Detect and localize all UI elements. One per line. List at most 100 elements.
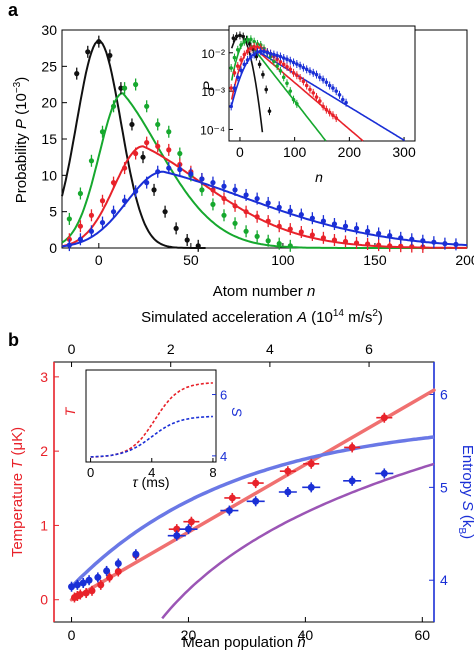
ai-point-black xyxy=(234,34,239,39)
ai-point-red xyxy=(291,71,296,75)
a-point-blue xyxy=(265,200,271,206)
a-point-blue xyxy=(276,204,282,210)
a-fit-black xyxy=(61,39,206,249)
ai-point-blue xyxy=(308,69,312,74)
ai-point-blue xyxy=(262,49,266,54)
a-point-blue xyxy=(376,230,382,237)
a-point-green xyxy=(77,190,84,197)
a-point-green xyxy=(133,81,139,88)
ai-point-blue xyxy=(275,53,279,58)
a-point-blue xyxy=(88,228,95,234)
b-temperature-point xyxy=(88,587,96,595)
panel-b-top-xlabel: Simulated acceleration A (1014 m/s2) xyxy=(141,308,383,326)
ai-point-green xyxy=(239,43,243,47)
inset-b-T-label: T xyxy=(62,406,78,416)
a-point-green xyxy=(99,129,106,135)
ai-point-red xyxy=(281,62,286,67)
ai-ytick-label: 10⁻² xyxy=(201,47,225,61)
ai-point-blue xyxy=(265,50,270,55)
panel-a-inset-ticks: 0 100 200 300 10⁻⁴ 10⁻³ 10⁻² xyxy=(200,47,416,160)
ai-point-red xyxy=(331,113,335,118)
ai-point-blue xyxy=(285,57,289,62)
a-point-red xyxy=(232,203,238,209)
a-point-green xyxy=(110,103,117,109)
b-temperature-point xyxy=(307,460,315,468)
inset-a-ylabel: P xyxy=(200,81,216,91)
b-temperature-point xyxy=(284,467,292,475)
a-point-red xyxy=(364,241,371,247)
b-temperature-point xyxy=(173,525,181,533)
a-point-green xyxy=(144,103,150,109)
a-point-blue xyxy=(453,241,459,247)
a-xtick-label: 0 xyxy=(95,252,103,268)
ai-point-red xyxy=(229,86,233,90)
a-point-red xyxy=(409,243,415,250)
panel-a-ylabel: Probability P (10−3) xyxy=(12,77,30,203)
bi-xtick-label: 4 xyxy=(148,465,155,480)
ai-point-blue xyxy=(340,97,345,102)
a-point-black xyxy=(118,85,124,91)
b-left-tick-label: 2 xyxy=(40,443,48,459)
ai-point-green xyxy=(291,97,296,102)
ai-point-red xyxy=(235,64,240,68)
a-point-blue xyxy=(99,219,106,226)
a-xtick-label: 100 xyxy=(271,252,295,268)
a-point-red xyxy=(265,218,271,224)
b-left-tick-label: 3 xyxy=(40,369,48,385)
a-point-blue xyxy=(177,166,183,173)
a-xtick-label: 150 xyxy=(363,252,387,268)
a-point-black xyxy=(96,39,102,45)
a-point-red xyxy=(353,240,360,246)
ai-point-blue xyxy=(311,71,316,75)
b-entropy-point xyxy=(307,483,315,491)
ai-point-black xyxy=(267,109,272,113)
a-point-black xyxy=(184,237,190,243)
a-point-blue xyxy=(398,235,404,241)
ai-point-blue xyxy=(304,67,309,72)
ai-point-blue xyxy=(337,93,342,97)
b-temperature-point xyxy=(228,494,236,502)
ai-xtick-label: 200 xyxy=(338,144,362,160)
ai-point-red xyxy=(321,104,325,109)
panel-a-points xyxy=(66,35,459,253)
b-entropy-point xyxy=(103,567,111,575)
a-point-black xyxy=(195,243,201,249)
ai-point-blue xyxy=(321,77,325,82)
panel-b-inset-ticks: 0 4 846 xyxy=(87,388,227,480)
ai-point-black xyxy=(257,62,262,67)
ai-point-red xyxy=(295,73,299,78)
b-entropy-point xyxy=(114,560,122,567)
panel-a-label: a xyxy=(8,0,19,20)
a-point-red xyxy=(166,147,172,153)
b-right-tick-label: 5 xyxy=(440,479,448,495)
ai-point-red xyxy=(285,65,289,69)
a-point-green xyxy=(166,129,172,135)
ai-point-blue xyxy=(255,50,260,54)
ai-point-green xyxy=(232,55,237,60)
ai-point-red xyxy=(245,49,250,54)
a-point-green xyxy=(276,241,282,247)
a-point-green xyxy=(155,121,161,128)
a-point-red xyxy=(221,195,227,202)
b-xtick-label: 40 xyxy=(298,627,314,643)
a-point-red xyxy=(398,243,404,249)
ai-point-blue xyxy=(298,63,302,68)
ai-point-blue xyxy=(324,80,329,85)
ai-point-red xyxy=(239,58,243,62)
ai-point-blue xyxy=(232,86,237,90)
a-point-blue xyxy=(210,180,216,186)
ai-ytick-label: 10⁻³ xyxy=(201,85,225,99)
ai-point-black xyxy=(264,87,269,92)
a-fit-blue xyxy=(61,170,468,248)
ai-point-red xyxy=(308,87,312,92)
a-point-blue xyxy=(77,236,84,242)
b-entropy-point xyxy=(132,550,140,558)
a-point-blue xyxy=(188,171,194,177)
a-point-black xyxy=(151,187,157,193)
ai-point-red xyxy=(278,60,283,64)
ai-point-blue xyxy=(268,51,273,56)
b-entropy-point xyxy=(73,581,81,589)
ai-point-blue xyxy=(334,89,339,93)
